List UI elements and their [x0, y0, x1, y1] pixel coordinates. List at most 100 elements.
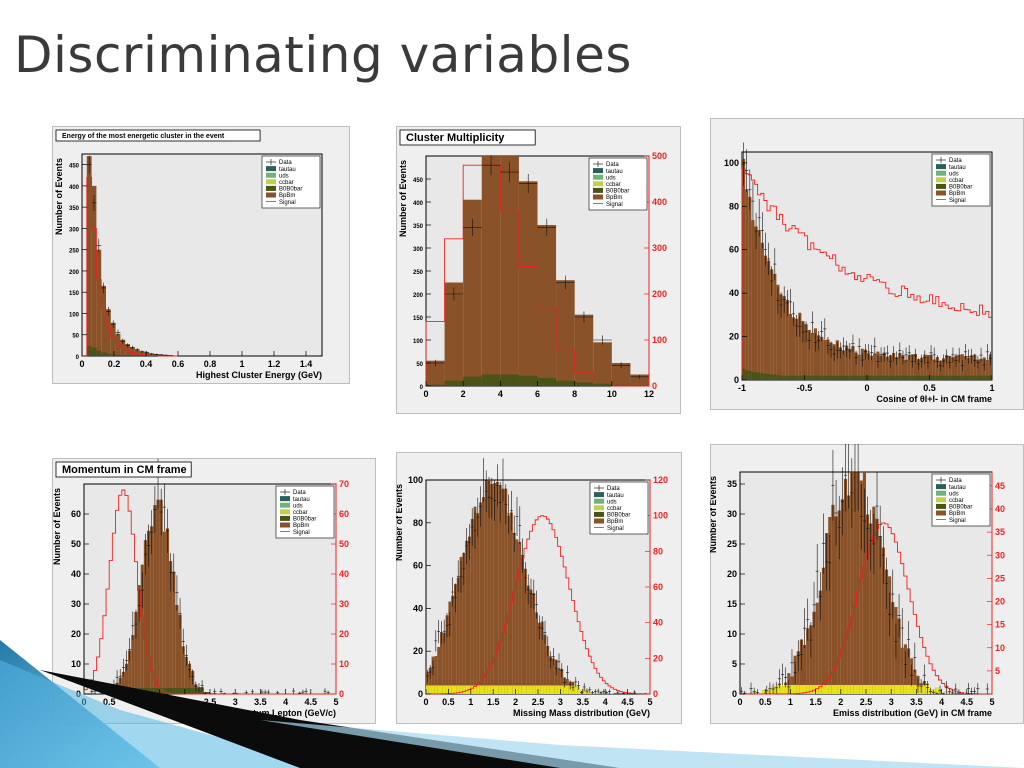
background-bar: [206, 692, 210, 694]
legend-swatch: [936, 170, 946, 176]
mc-bar: [426, 360, 445, 386]
mc-bar: [181, 646, 185, 694]
background-bar: [851, 375, 855, 380]
background-bar: [566, 685, 569, 694]
mc-bar: [463, 199, 482, 386]
x-tick-label: 1: [989, 383, 994, 393]
legend-label: uds: [293, 503, 303, 509]
x-tick-label: 5: [333, 697, 338, 707]
mc-bar: [444, 282, 464, 386]
y-tick-label: 35: [727, 479, 737, 489]
mc-bar: [945, 355, 949, 380]
y-tick-label: 350: [413, 224, 424, 230]
legend-swatch: [936, 484, 946, 490]
legend-label: uds: [279, 173, 289, 179]
background-bar: [456, 685, 460, 694]
mc-bar: [165, 528, 170, 694]
mc-bar: [878, 536, 882, 694]
background-bar: [793, 685, 797, 694]
mc-bar: [907, 355, 911, 380]
background-bar: [967, 375, 971, 380]
mc-bar: [906, 648, 911, 694]
background-bar: [191, 688, 195, 694]
mc-bar: [842, 350, 846, 380]
x-tick-label: 1.2: [268, 359, 281, 369]
x-tick-label: 0.5: [103, 697, 116, 707]
background-bar: [832, 375, 836, 380]
mc-bar: [985, 359, 989, 380]
background-bar: [845, 375, 849, 380]
mc-bar: [835, 340, 839, 380]
background-bar: [904, 375, 908, 380]
mc-bar: [479, 502, 482, 694]
mc-bar: [963, 356, 967, 380]
y2-tick-label: 20: [995, 597, 1005, 607]
background-bar: [910, 685, 914, 694]
histogram: [740, 444, 992, 695]
mc-bar: [521, 555, 524, 694]
background-bar: [913, 685, 917, 694]
background-bar: [557, 685, 561, 694]
mc-bar: [976, 359, 980, 380]
mc-bar: [440, 632, 443, 694]
y-tick-label: 60: [71, 509, 81, 519]
histogram: [425, 458, 650, 695]
background-bar: [501, 685, 505, 694]
y-tick-label: 50: [72, 334, 79, 340]
mc-bar: [900, 647, 904, 694]
background-bar: [187, 688, 192, 694]
mc-bar: [935, 357, 939, 380]
background-bar: [782, 375, 786, 380]
mc-bar: [500, 156, 519, 386]
legend-swatch: [280, 522, 290, 528]
background-bar: [840, 685, 844, 694]
x-tick-label: 0: [864, 383, 869, 393]
background-bar: [776, 375, 780, 380]
background-bar: [556, 380, 575, 386]
background-bar: [510, 685, 513, 694]
legend-label: Signal: [607, 526, 624, 532]
mc-bar: [929, 354, 933, 380]
mc-bar: [448, 601, 452, 694]
y-tick-label: 0: [734, 375, 739, 385]
mc-bar: [856, 472, 860, 694]
mc-bar: [110, 322, 116, 356]
mc-bar: [850, 472, 854, 694]
mc-bar: [630, 374, 649, 386]
mc-bar: [898, 352, 902, 380]
mc-bar: [859, 480, 863, 694]
y2-tick-label: 30: [339, 599, 349, 609]
mc-bar: [851, 345, 855, 380]
mc-bar: [106, 309, 111, 356]
mc-bar: [470, 518, 474, 694]
y2-tick-label: 60: [653, 582, 663, 592]
background-bar: [848, 375, 852, 380]
chart-svg: 0 0.2 0.4 0.6 0.8 1 1.2 1.4 0 50 100 150 200 250 300 35…: [52, 126, 350, 384]
mc-bar: [554, 659, 558, 694]
background-bar: [426, 685, 429, 694]
mc-bar: [529, 589, 533, 694]
legend-label: tautau: [606, 169, 623, 175]
mc-bar: [913, 669, 917, 694]
background-bar: [866, 685, 870, 694]
y-tick-label: 300: [69, 227, 80, 233]
legend-label: Data: [607, 486, 620, 492]
legend-label: BpBm: [607, 519, 623, 525]
background-bar: [546, 685, 550, 694]
background-bar: [942, 375, 946, 380]
mc-bar: [437, 646, 440, 694]
background-bar: [834, 685, 838, 694]
y2-tick-label: 30: [995, 550, 1005, 560]
mc-bar: [884, 569, 889, 694]
legend-label: uds: [949, 171, 959, 177]
background-bar: [954, 375, 958, 380]
histogram: [425, 155, 649, 387]
y-tick-label: 150: [69, 291, 80, 297]
background-bar: [815, 685, 819, 694]
y-tick-label: 100: [724, 158, 739, 168]
background-bar: [875, 685, 879, 694]
x-tick-label: 2.5: [860, 697, 873, 707]
y2-tick-label: 35: [995, 527, 1005, 537]
mc-bar: [748, 196, 752, 380]
